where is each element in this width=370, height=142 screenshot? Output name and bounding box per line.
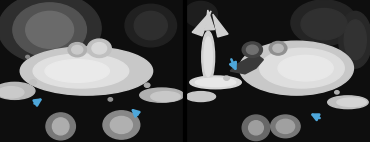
Circle shape — [103, 111, 140, 139]
Ellipse shape — [0, 0, 101, 64]
Circle shape — [72, 45, 83, 54]
Ellipse shape — [134, 11, 167, 40]
Ellipse shape — [278, 55, 333, 81]
Circle shape — [110, 116, 132, 133]
Circle shape — [273, 44, 283, 52]
Ellipse shape — [151, 92, 180, 102]
Circle shape — [108, 98, 112, 101]
Ellipse shape — [291, 0, 357, 45]
Ellipse shape — [242, 115, 270, 141]
Ellipse shape — [328, 96, 368, 109]
Ellipse shape — [344, 20, 366, 60]
Circle shape — [269, 41, 287, 55]
Ellipse shape — [204, 37, 212, 77]
Circle shape — [30, 80, 36, 85]
Ellipse shape — [45, 60, 110, 82]
Circle shape — [224, 76, 229, 80]
Ellipse shape — [190, 76, 241, 89]
Ellipse shape — [26, 11, 74, 48]
Circle shape — [271, 115, 300, 138]
Polygon shape — [213, 14, 228, 37]
Circle shape — [68, 43, 87, 57]
Circle shape — [242, 42, 262, 58]
Circle shape — [246, 45, 258, 54]
Ellipse shape — [140, 88, 184, 102]
Circle shape — [335, 91, 339, 94]
Ellipse shape — [239, 41, 353, 95]
Ellipse shape — [202, 31, 215, 82]
Circle shape — [26, 55, 30, 58]
Polygon shape — [205, 10, 215, 30]
Ellipse shape — [20, 47, 153, 95]
Ellipse shape — [0, 82, 35, 99]
Ellipse shape — [195, 78, 236, 87]
Ellipse shape — [125, 4, 176, 47]
Circle shape — [92, 43, 107, 54]
Circle shape — [144, 83, 150, 87]
Circle shape — [87, 39, 111, 58]
Ellipse shape — [184, 1, 217, 27]
Ellipse shape — [33, 54, 129, 88]
Ellipse shape — [46, 113, 75, 140]
Ellipse shape — [337, 98, 366, 106]
Polygon shape — [192, 11, 211, 36]
Ellipse shape — [339, 11, 370, 68]
Ellipse shape — [186, 92, 216, 102]
Circle shape — [276, 119, 295, 133]
Ellipse shape — [249, 121, 263, 135]
Ellipse shape — [301, 9, 347, 40]
Polygon shape — [230, 54, 263, 74]
Ellipse shape — [0, 87, 24, 98]
Ellipse shape — [53, 118, 69, 135]
Ellipse shape — [13, 3, 87, 57]
Ellipse shape — [260, 48, 344, 88]
